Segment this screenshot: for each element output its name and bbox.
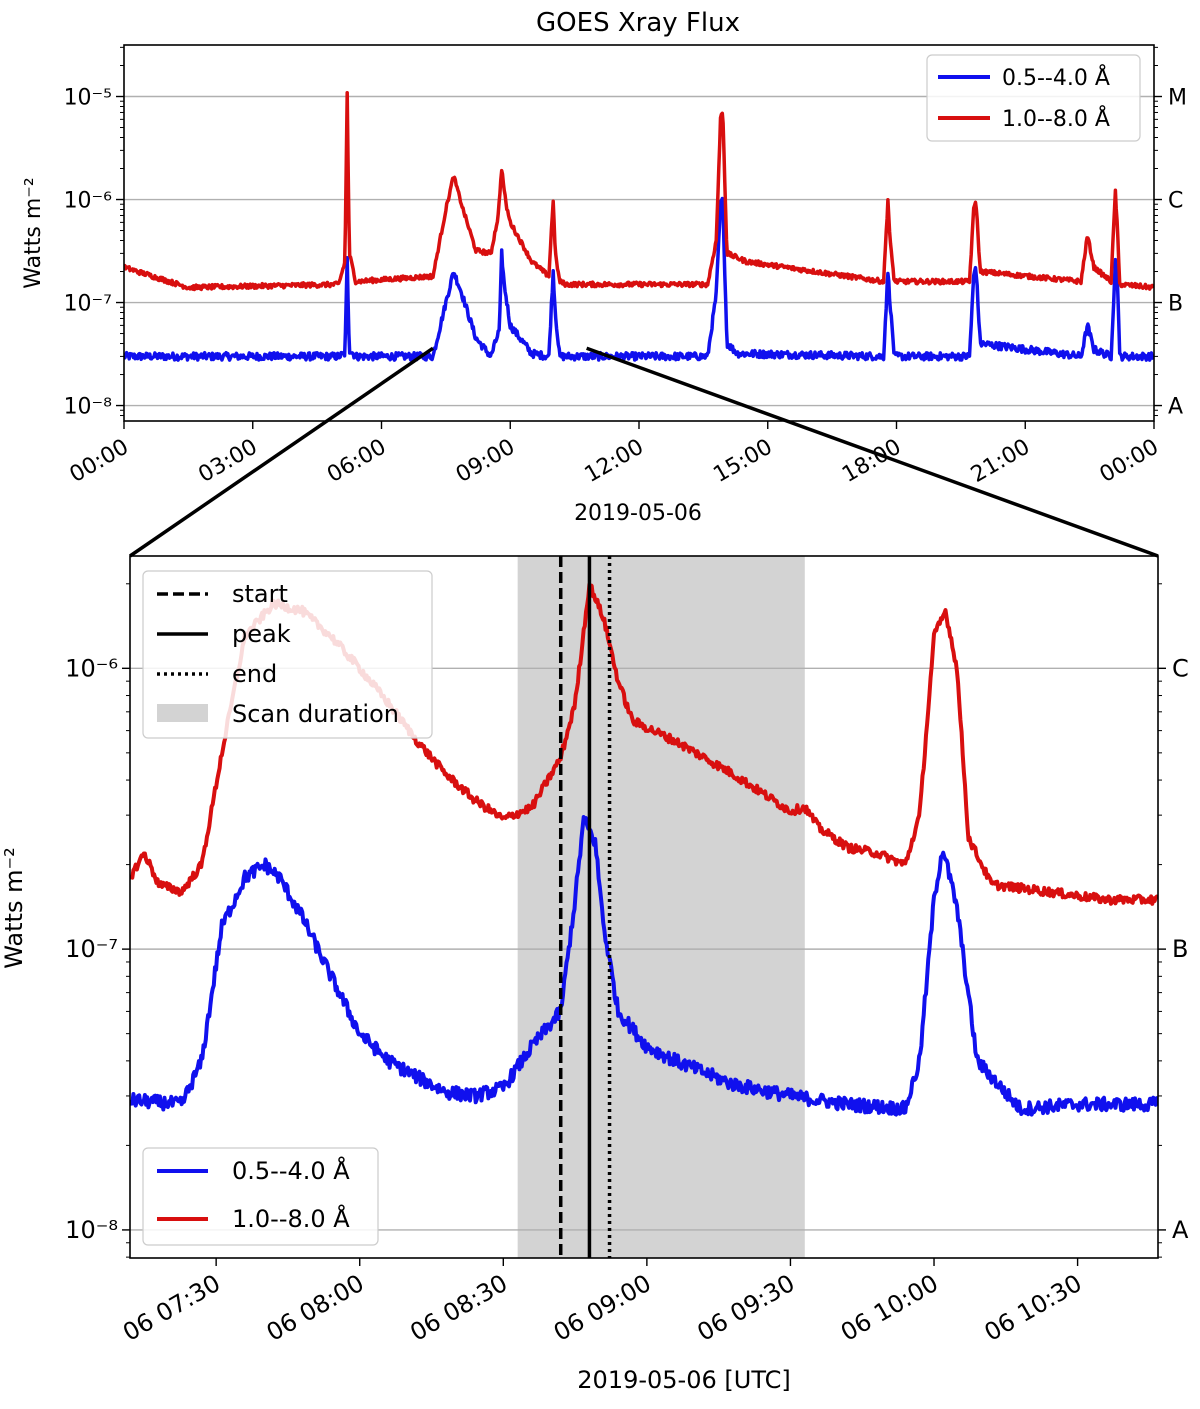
- upper-y-tick-label: 10⁻⁶: [64, 189, 113, 214]
- upper-class-tick-label: A: [1168, 395, 1183, 420]
- upper-x-tick-label: 15:00: [709, 435, 776, 488]
- upper-class-tick-label: C: [1168, 189, 1183, 214]
- upper-x-tick-label: 03:00: [194, 435, 261, 488]
- lower-legend-label-short: 0.5--4.0 Å: [232, 1156, 350, 1185]
- upper-y-tick-label: 10⁻⁵: [64, 86, 112, 111]
- upper-x-tick-label: 21:00: [967, 435, 1034, 488]
- lower-class-tick-label: C: [1172, 654, 1189, 682]
- series-line-long-band: [124, 90, 1154, 292]
- legend-peak-label: peak: [232, 620, 291, 648]
- event-legend-box: [142, 570, 433, 739]
- legend-end-label: end: [232, 660, 277, 688]
- lower-event-lines: [558, 556, 612, 1258]
- lower-x-tick-label: 06 08:00: [262, 1269, 369, 1347]
- upper-x-tick-label: 06:00: [323, 435, 390, 488]
- upper-y-ticks: 10⁻⁸ 10⁻⁷ 10⁻⁶ 10⁻⁵: [64, 46, 124, 420]
- upper-x-tick-label: 00:00: [66, 435, 133, 488]
- upper-x-tick-label: 00:00: [1096, 435, 1163, 488]
- lower-x-tick-label: 06 08:30: [405, 1269, 512, 1347]
- lower-x-axis-label: 2019-05-06 [UTC]: [577, 1366, 790, 1394]
- zoom-connector-left: [129, 346, 434, 558]
- lower-legend-label-long: 1.0--8.0 Å: [232, 1204, 350, 1233]
- zoom-connector-right: [586, 346, 1159, 558]
- upper-class-ticks: A B C M: [1154, 46, 1187, 420]
- upper-class-tick-label: B: [1168, 292, 1183, 317]
- lower-y-ticks: 10⁻⁸ 10⁻⁷ 10⁻⁶: [65, 583, 130, 1258]
- upper-legend: 0.5--4.0 Å 1.0--8.0 Å: [926, 54, 1141, 142]
- upper-x-tick-label: 12:00: [581, 435, 648, 488]
- lower-x-tick-label: 06 10:30: [980, 1269, 1087, 1347]
- upper-legend-label-long: 1.0--8.0 Å: [1002, 105, 1110, 132]
- series-line-short-band: [124, 196, 1154, 362]
- upper-legend-label-short: 0.5--4.0 Å: [1002, 64, 1110, 91]
- legend-scan-label: Scan duration: [232, 700, 399, 728]
- upper-class-tick-label: M: [1168, 86, 1187, 111]
- lower-x-tick-label: 06 10:00: [836, 1269, 943, 1347]
- lower-panel: 10⁻⁸10⁻⁷10⁻⁶ 06 07:30 06 08:00 06 08:30 06 …: [0, 555, 1189, 1394]
- lower-y-tick-label: 10⁻⁷: [65, 935, 118, 963]
- lower-x-ticks: 06 07:30 06 08:00 06 08:30 06 09:00 06 09:30…: [118, 1258, 1087, 1347]
- legend-start-label: start: [232, 580, 288, 608]
- lower-class-tick-label: A: [1172, 1216, 1189, 1244]
- lower-y-tick-label: 10⁻⁶: [65, 654, 118, 682]
- upper-x-ticks: 00:00 03:00 06:00 09:00 12:00 15:00 18:00 21:00…: [66, 421, 1163, 488]
- upper-x-tick-label: 09:00: [452, 435, 519, 488]
- lower-series-legend: 0.5--4.0 Å 1.0--8.0 Å: [142, 1147, 379, 1246]
- upper-y-tick-label: 10⁻⁷: [64, 292, 112, 317]
- lower-event-legend: start peak end Scan duration: [142, 570, 433, 739]
- lower-x-tick-label: 06 07:30: [118, 1269, 225, 1347]
- series-line-short-band: [130, 815, 1158, 1117]
- upper-chart-title: GOES Xray Flux: [536, 8, 740, 38]
- upper-panel: GOES Xray Flux 10⁻⁸ 10⁻⁷ 10⁻⁶ 10⁻⁵ 00:00 03:…: [21, 8, 1187, 526]
- scan-duration-shade: [517, 556, 805, 1258]
- lower-x-tick-label: 06 09:30: [692, 1269, 799, 1347]
- upper-series-group: [124, 90, 1154, 362]
- lower-class-tick-label: B: [1172, 935, 1188, 963]
- lower-class-ticks: A B C: [1158, 583, 1189, 1258]
- lower-plot-frame: [129, 555, 1159, 1259]
- lower-y-tick-label: 10⁻⁸: [65, 1216, 118, 1244]
- upper-y-tick-label: 10⁻⁸: [64, 395, 113, 420]
- lower-y-axis-label: Watts m⁻²: [0, 847, 28, 969]
- legend-scan-swatch: [157, 704, 208, 722]
- upper-y-axis-label: Watts m⁻²: [21, 177, 46, 288]
- lower-x-tick-label: 06 09:00: [549, 1269, 656, 1347]
- upper-x-axis-label: 2019-05-06: [574, 501, 702, 526]
